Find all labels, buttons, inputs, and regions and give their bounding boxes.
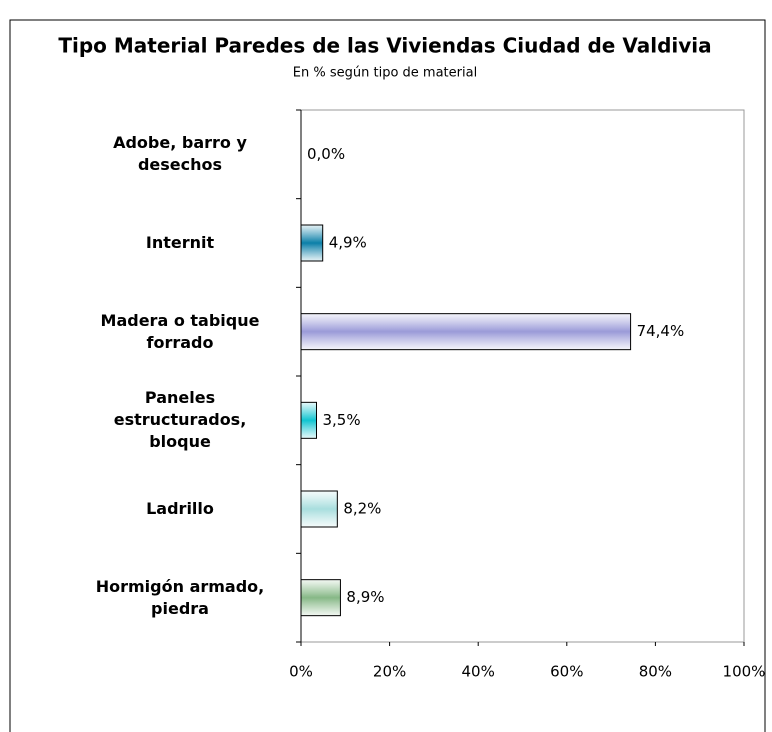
data-label: 4,9% xyxy=(329,234,367,252)
chart-subtitle: En % según tipo de material xyxy=(293,66,477,81)
data-label: 0,0% xyxy=(307,145,345,163)
x-tick-label: 80% xyxy=(639,663,672,681)
data-label: 8,9% xyxy=(346,588,384,606)
bar xyxy=(300,579,341,617)
y-tick-label: Hormigón armado, piedra xyxy=(95,576,265,618)
x-tick-label: 100% xyxy=(723,663,766,681)
y-tick-label: Paneles estructurados, bloque xyxy=(113,388,247,452)
chart-title: Tipo Material Paredes de las Viviendas C… xyxy=(58,34,711,58)
bar xyxy=(300,224,324,262)
x-tick-label: 40% xyxy=(462,663,495,681)
chart-frame xyxy=(9,19,766,732)
y-tick-label: Ladrillo xyxy=(146,499,214,518)
x-tick-label: 20% xyxy=(373,663,406,681)
x-tick-label: 60% xyxy=(550,663,583,681)
data-label: 3,5% xyxy=(323,411,361,429)
plot-frame xyxy=(300,109,745,643)
y-tick-label: Madera o tabique forrado xyxy=(100,310,260,352)
data-label: 74,4% xyxy=(637,322,685,340)
bar xyxy=(300,401,318,439)
data-label: 8,2% xyxy=(343,500,381,518)
x-tick-label: 0% xyxy=(289,663,313,681)
y-tick-label: Adobe, barro y desechos xyxy=(113,133,247,175)
bar xyxy=(300,313,632,351)
bar xyxy=(300,490,338,528)
y-tick-label: Internit xyxy=(145,233,215,252)
